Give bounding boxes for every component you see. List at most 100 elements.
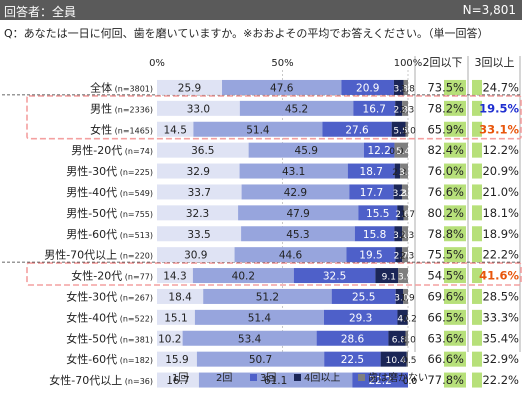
bar-segment — [363, 142, 395, 158]
bar-segment — [193, 121, 323, 137]
bar-segment — [397, 309, 408, 325]
bar-segment — [248, 142, 364, 158]
bar-value-label: 3.0 — [394, 293, 409, 303]
row-label: 男性-20代 (n=74) — [71, 143, 153, 157]
bar-segment — [157, 121, 194, 137]
bar-value-label: 3.9 — [398, 273, 413, 283]
le2-value: 78.2% — [427, 101, 464, 115]
bar-value-label: 53.4 — [238, 333, 262, 345]
bar-segment — [407, 309, 408, 325]
bar-segment — [403, 288, 408, 304]
header-bar: 回答者：全員 N=3,801 — [0, 0, 522, 20]
bar-value-label: 2.2 — [392, 168, 406, 178]
bar-segment — [402, 100, 408, 116]
le2-indicator — [444, 372, 466, 388]
bar-segment — [354, 226, 395, 242]
le2-value: 75.5% — [427, 248, 464, 262]
ge3-value: 22.2% — [482, 373, 519, 387]
bar-value-label: 15.8 — [363, 229, 386, 241]
bar-value-label: 2.3 — [400, 252, 414, 262]
bar-segment — [157, 142, 249, 158]
bar-value-label: 40.2 — [232, 271, 255, 283]
bar-value-label: 6.8 — [392, 335, 407, 345]
le2-value: 76.0% — [427, 164, 464, 178]
row-label: 男性-70代以上 (n=220) — [44, 248, 153, 262]
le2-indicator — [444, 268, 466, 284]
bar-segment — [323, 309, 398, 325]
legend-swatch — [250, 374, 257, 381]
ge3-indicator — [472, 79, 482, 95]
bar-segment — [341, 79, 394, 95]
bar-segment — [239, 163, 348, 179]
bar-value-label: 43.1 — [282, 166, 305, 178]
bar-value-label: 15.9 — [165, 354, 188, 366]
bar-segment — [157, 330, 183, 346]
row-label: 男性-30代 (n=225) — [66, 164, 153, 178]
bar-value-label: 2.3 — [400, 231, 414, 241]
bar-value-label: 50.7 — [249, 354, 272, 366]
ge3-indicator — [472, 309, 482, 325]
row-label-name: 男性-30代 — [66, 164, 117, 178]
row-label-name: 男性-50代 — [66, 206, 117, 220]
bar-segment — [349, 184, 394, 200]
bar-segment — [393, 79, 404, 95]
row-label-name: 男性-40代 — [66, 185, 117, 199]
ge3-indicator — [472, 372, 482, 388]
bar-segment — [182, 330, 317, 346]
ge3-value: 24.7% — [482, 80, 519, 94]
ge3-value: 35.4% — [482, 331, 519, 345]
ge3-value: 20.9% — [482, 164, 519, 178]
bar-segment — [394, 226, 403, 242]
bar-segment — [394, 163, 401, 179]
ge3-indicator — [472, 288, 482, 304]
bar-value-label: 16.7 — [166, 375, 189, 387]
row-label-name: 男性-20代 — [71, 143, 122, 157]
row-label-name: 女性-20代 — [71, 269, 122, 283]
bar-value-label: 36.5 — [191, 145, 214, 157]
bar-segment — [398, 268, 408, 284]
bar-segment — [192, 268, 294, 284]
row-label-n: (n=513) — [117, 231, 153, 240]
bar-value-label: 61.1 — [264, 375, 287, 387]
bar-segment — [241, 184, 350, 200]
x-tick-label: 0% — [149, 58, 165, 69]
row-label: 女性-40代 (n=522) — [66, 310, 153, 324]
bar-value-label: 3.1 — [399, 168, 413, 178]
ge3-value: 19.5% — [479, 101, 519, 115]
legend-label: 歯は磨かない — [368, 371, 428, 384]
bar-value-label: 5.4 — [396, 147, 411, 157]
le2-value: 82.4% — [427, 143, 464, 157]
le2-indicator — [444, 247, 466, 263]
ge3-indicator — [472, 268, 482, 284]
row-label-n: (n=522) — [117, 314, 153, 323]
bar-segment — [196, 351, 325, 367]
bar-segment — [157, 100, 240, 116]
ge3-indicator — [472, 226, 482, 242]
bar-value-label: 20.9 — [356, 82, 379, 94]
bar-value-label: 1.7 — [401, 210, 415, 220]
bar-value-label: 33.5 — [187, 229, 210, 241]
bar-value-label: 45.9 — [295, 145, 318, 157]
bar-segment — [394, 142, 408, 158]
bar-segment — [157, 79, 223, 95]
respondent-label: 回答者：全員 — [4, 5, 77, 19]
row-label: 全体 (n=3801) — [90, 80, 153, 94]
row-label-n: (n=267) — [117, 293, 153, 302]
bar-segment — [347, 163, 395, 179]
bar-value-label: 15.1 — [164, 312, 187, 324]
bar-value-label: 18.4 — [168, 291, 192, 303]
row-label-name: 女性-50代 — [66, 331, 117, 345]
le2-indicator — [444, 79, 466, 95]
bar-segment — [203, 288, 332, 304]
bar-value-label: 33.7 — [188, 187, 211, 199]
bar-value-label: 1.8 — [401, 84, 416, 94]
legend-label: 2回 — [216, 372, 232, 384]
bar-value-label: 25.9 — [178, 82, 201, 94]
row-label-name: 女性-70代以上 — [49, 373, 122, 387]
bar-value-label: 1.0 — [402, 126, 417, 136]
bar-segment — [395, 247, 403, 263]
row-label: 女性-20代 (n=77) — [71, 269, 153, 283]
ge3-value: 18.9% — [482, 227, 519, 241]
row-label: 女性-30代 (n=267) — [66, 289, 153, 303]
bar-value-label: 2.3 — [400, 105, 414, 115]
